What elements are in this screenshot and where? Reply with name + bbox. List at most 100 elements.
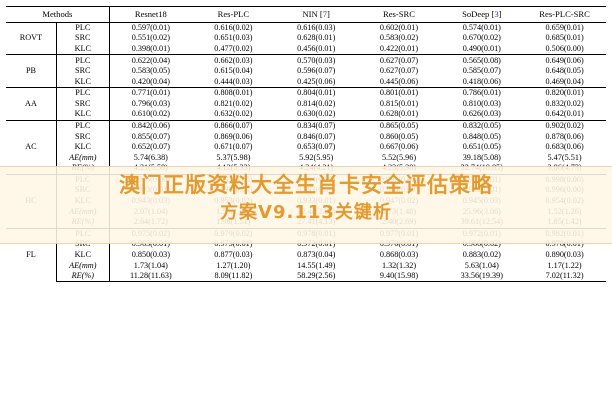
group-label-rovt: ROVT bbox=[6, 22, 57, 55]
metric-label: KLC bbox=[56, 195, 110, 207]
metric-label: AE(mm) bbox=[56, 152, 110, 164]
table-row: AC PLC 0.842(0.06) 0.866(0.07) 0.834(0.07) 0.… bbox=[6, 119, 606, 175]
cell-value: 0.659(0.01) bbox=[545, 22, 584, 32]
cell-value: 0.667(0.06) bbox=[379, 142, 419, 152]
metric-label: AE(mm) bbox=[56, 206, 110, 217]
cell-value: 0.869(0.06) bbox=[214, 131, 253, 141]
cell-value: 0.970(0.01) bbox=[379, 239, 419, 249]
cell-value: 4.23(5.30) bbox=[381, 163, 417, 173]
cell-value: 11.28(11.63) bbox=[109, 270, 192, 283]
cell-value: 0.890(0.03) bbox=[545, 249, 584, 259]
cell-value: 0.651(0.05) bbox=[462, 142, 501, 152]
citation-ref[interactable]: 3 bbox=[494, 9, 499, 19]
cell-value: 2.07(1.04) bbox=[133, 206, 168, 216]
cell-value: 0.422(0.01) bbox=[379, 43, 419, 53]
cell-value: 0.978(0.01) bbox=[545, 239, 584, 249]
cell-value: 5.47(5.51) bbox=[547, 152, 582, 162]
metric-label: SRC bbox=[56, 131, 110, 142]
cell-value: 0.649(0.06) bbox=[523, 54, 606, 66]
cell-value: 0.418(0.06) bbox=[462, 76, 501, 86]
cell-value: 0.992(0.01) bbox=[462, 185, 501, 195]
cell-value: 0.963(0.01) bbox=[131, 239, 170, 249]
cell-value: 0.627(0.07) bbox=[379, 66, 419, 76]
cell-value: 5.63(1.04) bbox=[464, 260, 499, 270]
table-header-row: Methods Resnet18 Res-PLC NIN [7] Res-SRC SoDe… bbox=[6, 6, 606, 23]
cell-value: 0.998(0.00) bbox=[523, 173, 606, 186]
cell-value: 0.972(0.01) bbox=[440, 227, 524, 240]
metric-label: KLC bbox=[56, 109, 110, 121]
cell-value: 0.648(0.05) bbox=[545, 66, 584, 76]
cell-value: 0.996(0.00) bbox=[545, 185, 584, 195]
cell-value: 14.55(1.49) bbox=[297, 260, 336, 270]
cell-value: 0.997(0.00) bbox=[192, 173, 275, 186]
metric-label: PLC bbox=[56, 119, 110, 132]
cell-value: 0.771(0.01) bbox=[109, 87, 192, 99]
metric-label: RE(%) bbox=[56, 163, 110, 175]
metric-label: PLC bbox=[56, 173, 110, 186]
table-row: KLC 0.943(0.03) 0.953(0.02) 0.933(0.01) 0.94… bbox=[6, 195, 606, 207]
cell-value: 0.821(0.02) bbox=[214, 98, 253, 108]
cell-value: 0.993(0.01) bbox=[131, 185, 170, 195]
table-row: PB PLC 0.622(0.04) 0.662(0.03) 0.570(0.03) 0.… bbox=[6, 54, 606, 88]
table-row: SRC 0.583(0.05) 0.615(0.04) 0.596(0.07) 0.62… bbox=[6, 65, 606, 77]
metric-label: PLC bbox=[56, 22, 110, 34]
cell-value: 0.622(0.04) bbox=[109, 54, 192, 66]
cell-value: 0.933(0.01) bbox=[297, 196, 336, 206]
cell-value: 5.74(6.38) bbox=[133, 152, 168, 162]
cell-value: 39.18(5.08) bbox=[462, 152, 501, 162]
cell-value: 0.786(0.01) bbox=[440, 87, 524, 99]
cell-value: 0.627(0.07) bbox=[357, 54, 441, 66]
cell-value: 3.86(4.73) bbox=[547, 163, 582, 173]
cell-value: 0.801(0.01) bbox=[357, 87, 441, 99]
table-row: SRC 0.855(0.07) 0.869(0.06) 0.846(0.07) 0.86… bbox=[6, 131, 606, 142]
cell-value: 0.642(0.01) bbox=[545, 109, 584, 119]
cell-value: 0.490(0.01) bbox=[462, 43, 501, 53]
cell-value: 0.398(0.01) bbox=[131, 43, 170, 53]
citation-ref[interactable]: 7 bbox=[322, 9, 328, 19]
cell-value: 0.846(0.07) bbox=[297, 131, 336, 141]
metric-label: PLC bbox=[56, 54, 110, 66]
cell-value: 0.602(0.01) bbox=[379, 22, 419, 32]
table-row: SRC 0.796(0.03) 0.821(0.02) 0.814(0.02) 0.81… bbox=[6, 98, 606, 110]
cell-value: 1.32(1.32) bbox=[381, 260, 417, 270]
cell-value: 0.683(0.06) bbox=[545, 142, 584, 152]
table-row: KLC 0.398(0.01) 0.477(0.02) 0.456(0.01) 0.42… bbox=[6, 43, 606, 55]
cell-value: 0.873(0.04) bbox=[297, 249, 336, 259]
cell-value: 0.670(0.02) bbox=[462, 33, 501, 43]
cell-value: 0.574(0.01) bbox=[462, 22, 501, 32]
cell-value: 39.61(12.54) bbox=[460, 217, 503, 227]
cell-value: 0.850(0.03) bbox=[131, 249, 170, 259]
cell-value: 1.85(1.42) bbox=[547, 217, 582, 227]
group-label-aa: AA bbox=[6, 87, 57, 121]
table-row: RE(%) 2.64(1.72) 1.96(1.51) 27.41(4.13) 2.40… bbox=[6, 217, 606, 229]
table-row: AE(mm) 1.73(1.04) 1.27(1.20) 14.55(1.49) 1.3… bbox=[6, 260, 606, 271]
cell-value: 0.444(0.03) bbox=[214, 76, 253, 86]
cell-value: 0.628(0.01) bbox=[297, 33, 336, 43]
cell-value: 0.977(0.01) bbox=[357, 227, 441, 240]
cell-value: 0.662(0.03) bbox=[192, 54, 275, 66]
group-label-hc: HC bbox=[6, 173, 57, 229]
cell-value: 0.865(0.05) bbox=[357, 119, 441, 132]
table-row: RE(%) 4.21(5.59) 4.12(5.33) 4.24(4.21) 4.23(… bbox=[6, 163, 606, 175]
cell-value: 0.425(0.06) bbox=[297, 76, 336, 86]
cell-value: 32.44(2.24) bbox=[297, 206, 336, 216]
cell-value: 58.29(2.56) bbox=[274, 270, 358, 283]
cell-value: 0.834(0.07) bbox=[274, 119, 358, 132]
header-col-2: Res-PLC bbox=[192, 6, 275, 23]
table-row: KLC 0.420(0.04) 0.444(0.03) 0.425(0.06) 0.44… bbox=[6, 76, 606, 88]
cell-value: 0.995(0.00) bbox=[109, 173, 192, 186]
cell-value: 0.982(0.01) bbox=[523, 227, 606, 240]
table-row: SRC 0.963(0.01) 0.973(0.01) 0.972(0.01) 0.97… bbox=[6, 239, 606, 250]
cell-value: 33.56(19.39) bbox=[440, 270, 524, 283]
metric-label: AE(mm) bbox=[56, 260, 110, 271]
cell-value: 0.993(0.00) bbox=[297, 185, 336, 195]
cell-value: 0.628(0.01) bbox=[379, 109, 419, 119]
cell-value: 0.630(0.02) bbox=[297, 109, 336, 119]
cell-value: 0.978(0.01) bbox=[274, 227, 358, 240]
header-col-5: SoDeep [3] bbox=[440, 6, 524, 23]
cell-value: 0.979(0.02) bbox=[192, 227, 275, 240]
cell-value: 5.37(5.98) bbox=[216, 152, 251, 162]
header-col-3: NIN [7] bbox=[274, 6, 358, 23]
cell-value: 0.651(0.03) bbox=[214, 33, 253, 43]
cell-value: 0.902(0.02) bbox=[523, 119, 606, 132]
